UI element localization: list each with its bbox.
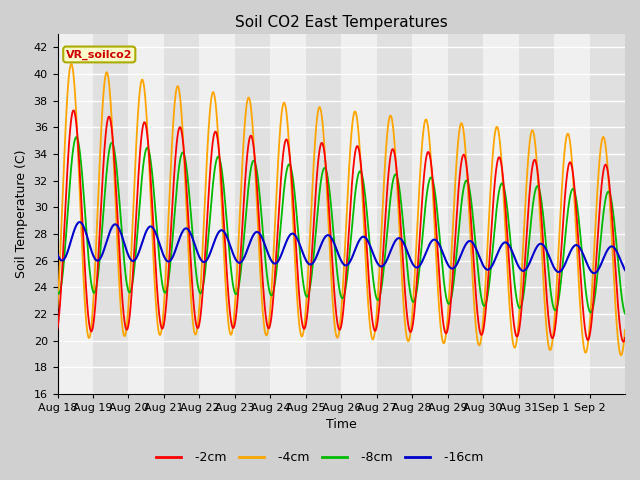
Title: Soil CO2 East Temperatures: Soil CO2 East Temperatures [235,15,447,30]
Bar [235,34,270,394]
Bar [483,34,518,394]
Bar [447,34,483,394]
Bar [129,34,164,394]
Bar [518,34,554,394]
Bar [377,34,412,394]
Bar [200,34,235,394]
X-axis label: Time: Time [326,419,356,432]
Bar [589,34,625,394]
Legend:  -2cm,  -4cm,  -8cm,  -16cm: -2cm, -4cm, -8cm, -16cm [151,446,489,469]
Bar [93,34,129,394]
Bar [270,34,306,394]
Y-axis label: Soil Temperature (C): Soil Temperature (C) [15,150,28,278]
Bar [164,34,200,394]
Text: VR_soilco2: VR_soilco2 [66,49,132,60]
Bar [554,34,589,394]
Bar [412,34,447,394]
Bar [306,34,341,394]
Bar [341,34,377,394]
Bar [58,34,93,394]
